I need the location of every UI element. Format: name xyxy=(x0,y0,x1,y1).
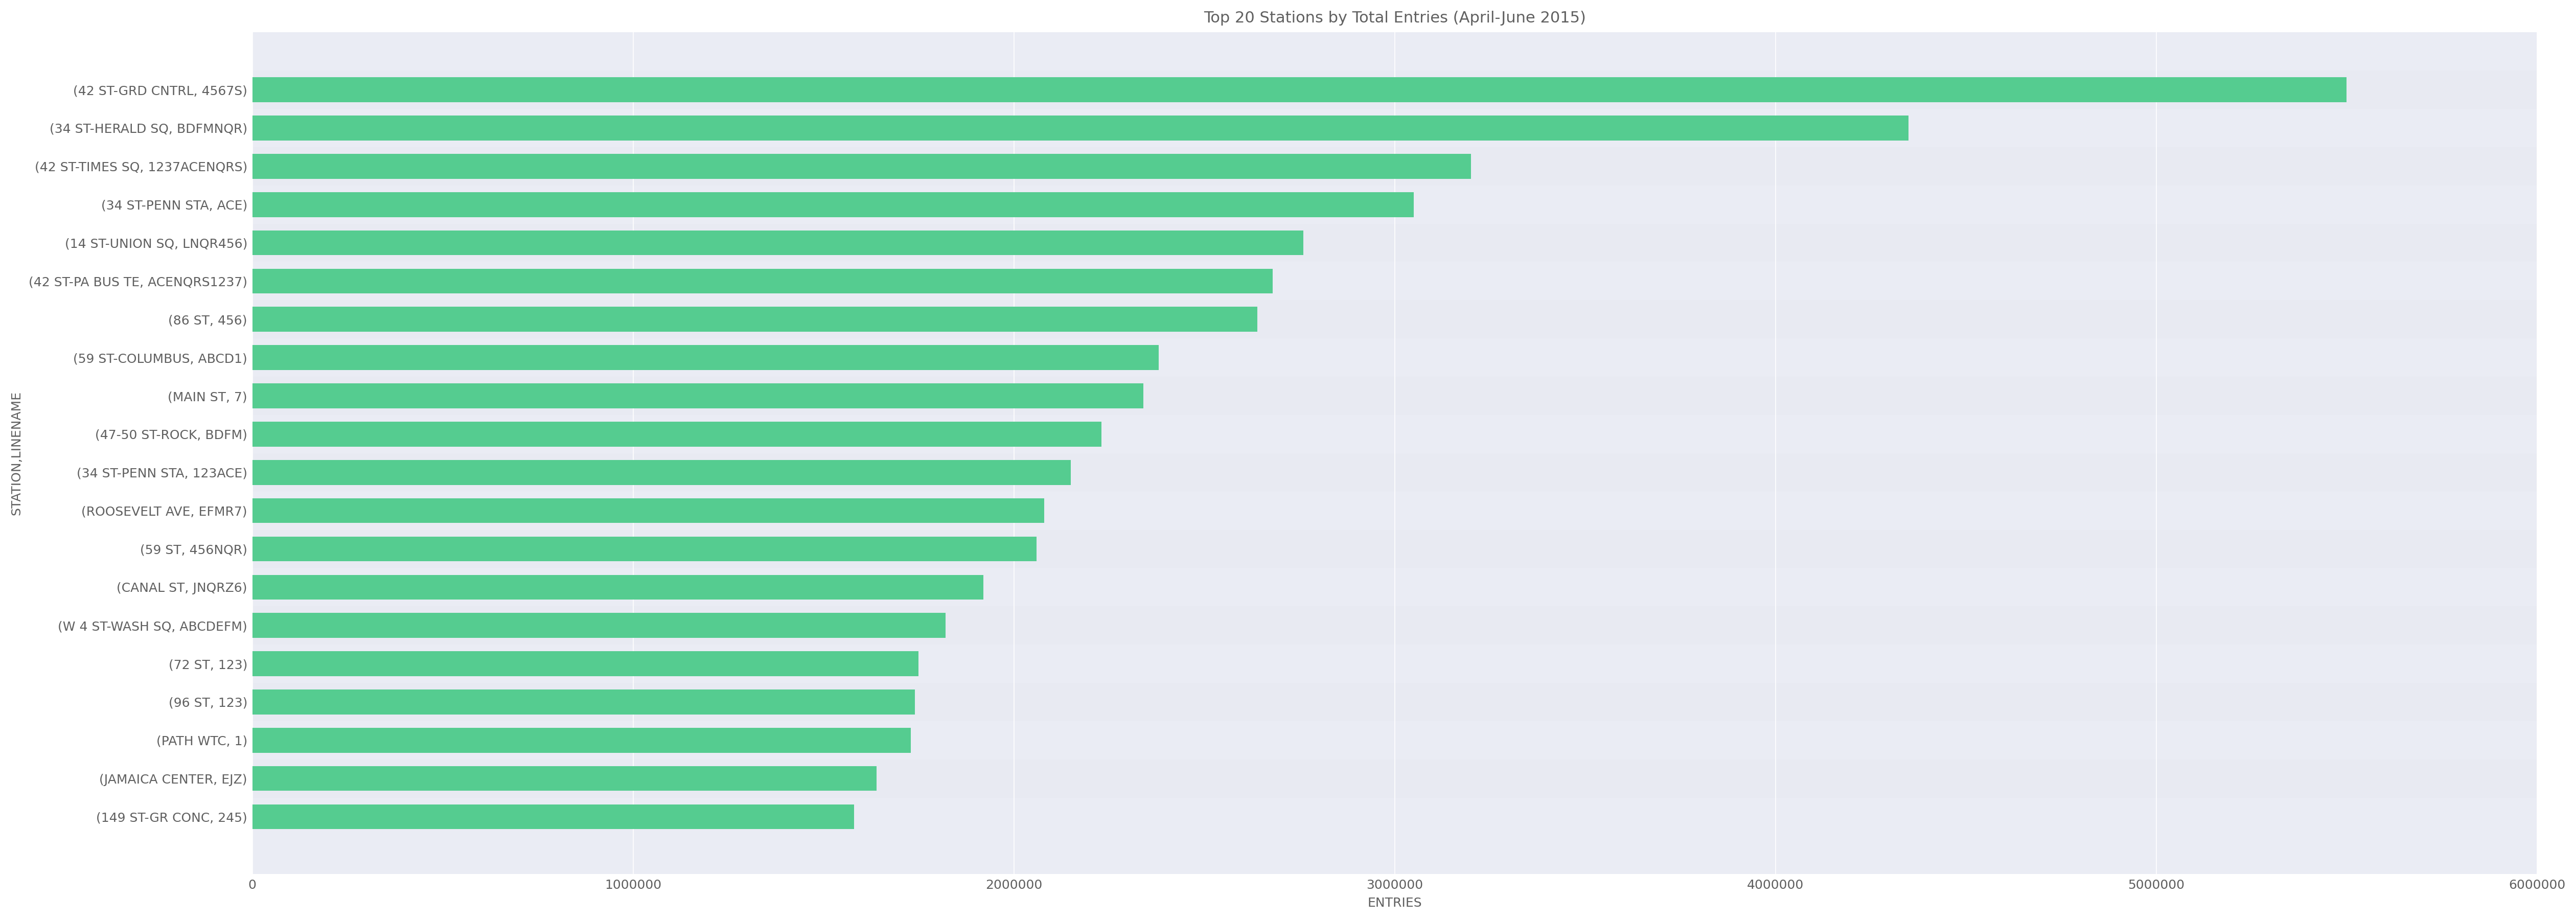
Y-axis label: STATION,LINENAME: STATION,LINENAME xyxy=(10,391,23,515)
Bar xyxy=(252,384,1144,408)
Bar xyxy=(252,766,876,791)
Bar xyxy=(252,651,920,676)
Bar xyxy=(252,376,2537,415)
Bar xyxy=(252,606,2537,645)
Bar xyxy=(252,728,912,753)
Bar xyxy=(252,269,1273,293)
Bar xyxy=(252,575,984,600)
Bar xyxy=(252,568,2537,606)
Bar xyxy=(252,415,2537,454)
Bar xyxy=(252,154,1471,178)
Bar xyxy=(252,613,945,638)
Bar xyxy=(252,645,2537,683)
Bar xyxy=(252,307,1257,332)
Bar xyxy=(252,421,1103,446)
Bar xyxy=(252,300,2537,339)
Bar xyxy=(252,186,2537,224)
Bar xyxy=(252,536,1036,561)
Bar xyxy=(252,721,2537,759)
Bar xyxy=(252,109,2537,147)
Bar xyxy=(252,224,2537,262)
Bar xyxy=(252,345,1159,370)
Bar xyxy=(252,798,2537,836)
Bar xyxy=(252,230,1303,255)
Bar xyxy=(252,460,1072,485)
Bar xyxy=(252,683,2537,721)
Bar xyxy=(252,491,2537,530)
Bar xyxy=(252,499,1043,523)
Bar xyxy=(252,147,2537,186)
X-axis label: ENTRIES: ENTRIES xyxy=(1368,897,1422,909)
Bar xyxy=(252,71,2537,109)
Bar xyxy=(252,804,853,829)
Bar xyxy=(252,690,914,715)
Title: Top 20 Stations by Total Entries (April-June 2015): Top 20 Stations by Total Entries (April-… xyxy=(1203,11,1587,26)
Bar xyxy=(252,454,2537,491)
Bar xyxy=(252,116,1909,141)
Bar xyxy=(252,759,2537,798)
Bar xyxy=(252,192,1414,217)
Bar xyxy=(252,77,2347,102)
Bar xyxy=(252,339,2537,376)
Bar xyxy=(252,262,2537,300)
Bar xyxy=(252,530,2537,568)
